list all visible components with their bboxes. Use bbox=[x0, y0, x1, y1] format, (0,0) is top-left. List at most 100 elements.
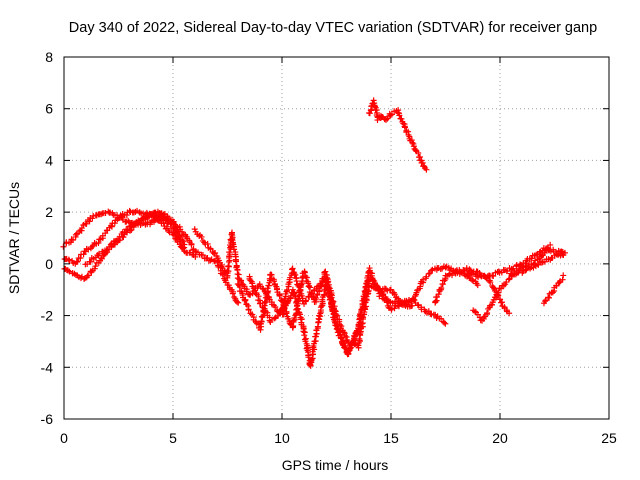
data-point bbox=[65, 256, 72, 263]
data-point bbox=[495, 268, 502, 275]
data-point bbox=[488, 301, 495, 308]
data-point bbox=[235, 299, 242, 306]
data-point bbox=[387, 286, 394, 293]
data-point bbox=[301, 332, 308, 339]
data-point bbox=[78, 225, 85, 232]
data-point bbox=[432, 298, 439, 305]
data-point bbox=[506, 310, 513, 317]
data-point bbox=[384, 297, 391, 304]
y-tick-label: 8 bbox=[45, 49, 53, 65]
data-point bbox=[98, 255, 105, 262]
data-point bbox=[191, 226, 198, 233]
ticks bbox=[63, 56, 610, 420]
data-point bbox=[423, 166, 430, 173]
data-point bbox=[107, 241, 114, 248]
data-point bbox=[199, 252, 206, 259]
data-point bbox=[360, 293, 367, 300]
data-point bbox=[336, 318, 343, 325]
data-point bbox=[560, 272, 567, 279]
data-point bbox=[103, 247, 110, 254]
data-point bbox=[290, 289, 297, 296]
y-axis-label: SDTVAR / TECUs bbox=[6, 182, 22, 294]
y-tick-label: -6 bbox=[41, 411, 54, 427]
data-point bbox=[212, 250, 219, 257]
data-point bbox=[92, 263, 99, 270]
data-point bbox=[428, 267, 435, 274]
data-point bbox=[305, 354, 312, 361]
data-point bbox=[198, 233, 205, 240]
data-point bbox=[242, 297, 249, 304]
data-point bbox=[441, 319, 448, 326]
data-point bbox=[510, 265, 517, 272]
data-point bbox=[362, 283, 369, 290]
data-point bbox=[293, 306, 300, 313]
data-point bbox=[409, 302, 416, 309]
data-point bbox=[192, 248, 199, 255]
data-point bbox=[60, 243, 67, 250]
data-point bbox=[291, 290, 298, 297]
grid bbox=[64, 57, 609, 419]
data-point bbox=[357, 310, 364, 317]
data-point bbox=[442, 320, 449, 327]
chart-title: Day 340 of 2022, Sidereal Day-to-day VTE… bbox=[69, 20, 597, 36]
data-point bbox=[409, 139, 416, 146]
tick-labels: 0 5 10 15 20 25 -6 -4 -2 0 2 4 6 8 bbox=[41, 49, 617, 446]
data-point bbox=[338, 335, 345, 342]
data-point bbox=[163, 219, 170, 226]
data-point bbox=[289, 265, 296, 272]
data-point bbox=[300, 328, 307, 335]
data-point bbox=[284, 286, 291, 293]
series-arc13 bbox=[507, 249, 568, 278]
series-arc8 bbox=[366, 97, 430, 173]
data-point bbox=[438, 285, 445, 292]
data-point bbox=[398, 115, 405, 122]
data-point bbox=[435, 291, 442, 298]
data-point bbox=[313, 295, 320, 302]
data-point bbox=[466, 266, 473, 273]
data-point bbox=[226, 249, 233, 256]
data-point bbox=[87, 258, 94, 265]
data-point bbox=[402, 124, 409, 131]
data-point bbox=[535, 261, 542, 268]
y-tick-label: 4 bbox=[45, 152, 53, 168]
data-point bbox=[85, 246, 92, 253]
data-point bbox=[283, 310, 290, 317]
data-point bbox=[234, 281, 241, 288]
data-point bbox=[487, 279, 494, 286]
data-point bbox=[276, 292, 283, 299]
data-point bbox=[484, 310, 491, 317]
data-point bbox=[495, 292, 502, 299]
x-tick-label: 15 bbox=[383, 430, 399, 446]
data-point bbox=[123, 212, 130, 219]
x-tick-label: 5 bbox=[169, 430, 177, 446]
data-point bbox=[469, 276, 476, 283]
series-arc11 bbox=[464, 268, 513, 317]
series-arc1 bbox=[60, 208, 242, 306]
data-point bbox=[72, 231, 79, 238]
data-markers bbox=[60, 97, 568, 369]
x-tick-label: 20 bbox=[492, 430, 508, 446]
data-point bbox=[329, 308, 336, 315]
data-point bbox=[83, 220, 90, 227]
data-point bbox=[505, 276, 512, 283]
data-point bbox=[538, 259, 545, 266]
data-point bbox=[325, 290, 332, 297]
data-point bbox=[233, 258, 240, 265]
data-point bbox=[175, 228, 182, 235]
data-point bbox=[287, 274, 294, 281]
data-point bbox=[204, 240, 211, 247]
data-point bbox=[293, 278, 300, 285]
data-point bbox=[547, 241, 554, 248]
data-point bbox=[480, 314, 487, 321]
y-tick-label: 0 bbox=[45, 256, 53, 272]
data-point bbox=[561, 249, 568, 256]
data-point bbox=[271, 315, 278, 322]
data-point bbox=[74, 258, 81, 265]
y-tick-label: 6 bbox=[45, 101, 53, 117]
data-point bbox=[85, 272, 92, 279]
y-tick-label: -2 bbox=[41, 308, 54, 324]
y-tick-label: 2 bbox=[45, 204, 53, 220]
data-point bbox=[372, 281, 379, 288]
data-point bbox=[77, 254, 84, 261]
